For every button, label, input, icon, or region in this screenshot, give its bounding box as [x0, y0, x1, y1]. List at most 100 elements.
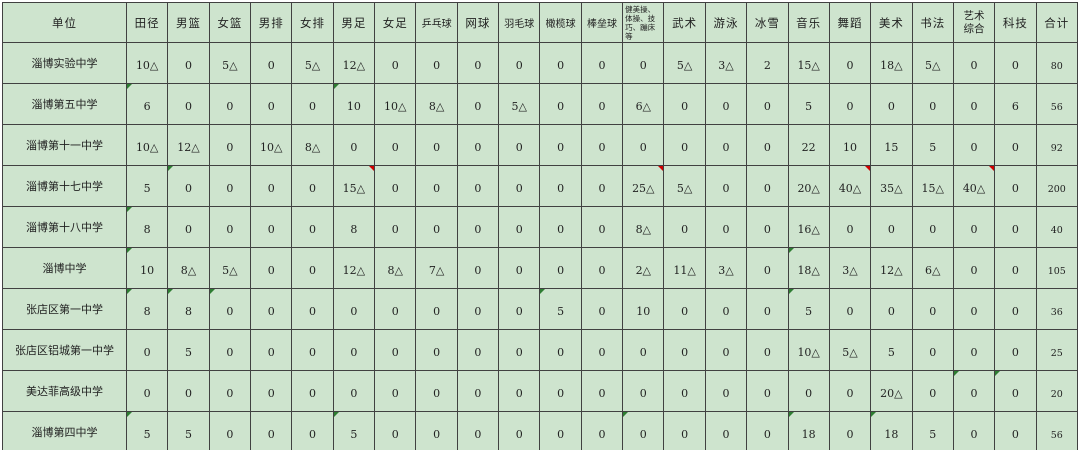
column-header-cell[interactable]: 棒垒球	[580, 2, 624, 43]
data-cell[interactable]: 5△	[828, 329, 872, 371]
column-header-cell[interactable]: 乒乓球	[415, 2, 458, 43]
data-cell[interactable]: 0	[291, 165, 334, 207]
data-cell[interactable]: 10△	[787, 329, 830, 371]
data-cell[interactable]: 0	[828, 370, 872, 412]
data-cell[interactable]: 0	[250, 370, 293, 412]
data-cell[interactable]: 0	[291, 411, 334, 450]
data-cell[interactable]: 0	[663, 83, 706, 125]
data-cell[interactable]: 0	[539, 83, 582, 125]
data-cell[interactable]: 0	[208, 411, 252, 450]
data-cell[interactable]: 0	[498, 329, 541, 371]
data-cell[interactable]: 5	[332, 411, 376, 450]
data-cell[interactable]: 0	[994, 42, 1037, 84]
data-cell[interactable]: 0	[911, 370, 954, 412]
data-cell[interactable]: 0	[828, 411, 872, 450]
data-cell[interactable]: 0	[167, 165, 210, 207]
data-cell[interactable]: 0	[539, 165, 582, 207]
column-header-cell[interactable]: 田径	[125, 2, 169, 43]
data-cell[interactable]: 0	[746, 247, 789, 289]
data-cell[interactable]: 8	[167, 288, 210, 330]
data-cell[interactable]: 0	[622, 329, 665, 371]
data-cell[interactable]: 0	[291, 288, 334, 330]
data-cell[interactable]: 0	[374, 124, 417, 166]
data-cell[interactable]: 0	[704, 83, 748, 125]
data-cell[interactable]: 0	[374, 206, 417, 248]
row-label-cell[interactable]: 淄博中学	[2, 247, 127, 289]
data-cell[interactable]: 0	[994, 206, 1037, 248]
data-cell[interactable]: 0	[498, 206, 541, 248]
data-cell[interactable]: 0	[746, 370, 789, 412]
data-cell[interactable]: 10	[332, 83, 376, 125]
data-cell[interactable]: 0	[374, 411, 417, 450]
data-cell[interactable]: 0	[952, 247, 996, 289]
data-cell[interactable]: 25△	[622, 165, 665, 207]
data-cell[interactable]: 0	[539, 206, 582, 248]
data-cell[interactable]: 0	[125, 329, 169, 371]
data-cell[interactable]: 0	[250, 165, 293, 207]
row-label-cell[interactable]: 淄博第四中学	[2, 411, 127, 450]
data-cell[interactable]: 40△	[828, 165, 872, 207]
data-cell[interactable]: 5△	[498, 83, 541, 125]
data-cell[interactable]: 0	[167, 370, 210, 412]
data-cell[interactable]: 0	[994, 124, 1037, 166]
column-header-cell[interactable]: 女篮	[208, 2, 252, 43]
data-cell[interactable]: 18	[787, 411, 830, 450]
column-header-cell[interactable]: 女足	[374, 2, 417, 43]
total-cell[interactable]: 56	[1035, 83, 1078, 125]
column-header-cell[interactable]: 男篮	[167, 2, 210, 43]
data-cell[interactable]: 0	[332, 124, 376, 166]
data-cell[interactable]: 5△	[208, 42, 252, 84]
data-cell[interactable]: 0	[622, 411, 665, 450]
data-cell[interactable]: 0	[580, 42, 624, 84]
data-cell[interactable]: 0	[952, 288, 996, 330]
data-cell[interactable]: 0	[415, 124, 458, 166]
column-header-cell[interactable]: 健美操、体操、技巧、蹦床等	[622, 2, 665, 43]
data-cell[interactable]: 0	[622, 370, 665, 412]
data-cell[interactable]: 0	[746, 206, 789, 248]
data-cell[interactable]: 0	[332, 288, 376, 330]
data-cell[interactable]: 0	[208, 83, 252, 125]
data-cell[interactable]: 0	[952, 411, 996, 450]
total-cell[interactable]: 80	[1035, 42, 1078, 84]
data-cell[interactable]: 0	[415, 42, 458, 84]
data-cell[interactable]: 11△	[663, 247, 706, 289]
data-cell[interactable]: 5△	[291, 42, 334, 84]
data-cell[interactable]: 0	[250, 206, 293, 248]
data-cell[interactable]: 10	[622, 288, 665, 330]
column-header-cell[interactable]: 男排	[250, 2, 293, 43]
row-label-cell[interactable]: 张店区铝城第一中学	[2, 329, 127, 371]
data-cell[interactable]: 0	[952, 329, 996, 371]
data-cell[interactable]: 0	[787, 370, 830, 412]
column-header-cell[interactable]: 羽毛球	[498, 2, 541, 43]
data-cell[interactable]: 0	[539, 329, 582, 371]
data-cell[interactable]: 0	[746, 329, 789, 371]
column-header-cell[interactable]: 音乐	[787, 2, 830, 43]
data-cell[interactable]: 0	[663, 288, 706, 330]
data-cell[interactable]: 5	[787, 83, 830, 125]
data-cell[interactable]: 0	[456, 247, 500, 289]
total-cell[interactable]: 20	[1035, 370, 1078, 412]
row-label-cell[interactable]: 淄博第十一中学	[2, 124, 127, 166]
data-cell[interactable]: 0	[125, 370, 169, 412]
data-cell[interactable]: 0	[580, 329, 624, 371]
row-label-cell[interactable]: 美达菲高级中学	[2, 370, 127, 412]
data-cell[interactable]: 0	[250, 247, 293, 289]
data-cell[interactable]: 0	[746, 124, 789, 166]
data-cell[interactable]: 0	[828, 42, 872, 84]
data-cell[interactable]: 12△	[167, 124, 210, 166]
data-cell[interactable]: 5	[125, 411, 169, 450]
data-cell[interactable]: 0	[704, 411, 748, 450]
data-cell[interactable]: 0	[208, 124, 252, 166]
data-cell[interactable]: 8△	[291, 124, 334, 166]
data-cell[interactable]: 0	[456, 288, 500, 330]
data-cell[interactable]: 10△	[125, 124, 169, 166]
data-cell[interactable]: 0	[291, 83, 334, 125]
data-cell[interactable]: 0	[704, 165, 748, 207]
data-cell[interactable]: 22	[787, 124, 830, 166]
data-cell[interactable]: 0	[291, 329, 334, 371]
data-cell[interactable]: 0	[291, 370, 334, 412]
column-header-cell[interactable]: 科技	[994, 2, 1037, 43]
column-header-cell[interactable]: 游泳	[704, 2, 748, 43]
data-cell[interactable]: 10	[125, 247, 169, 289]
data-cell[interactable]: 0	[374, 288, 417, 330]
